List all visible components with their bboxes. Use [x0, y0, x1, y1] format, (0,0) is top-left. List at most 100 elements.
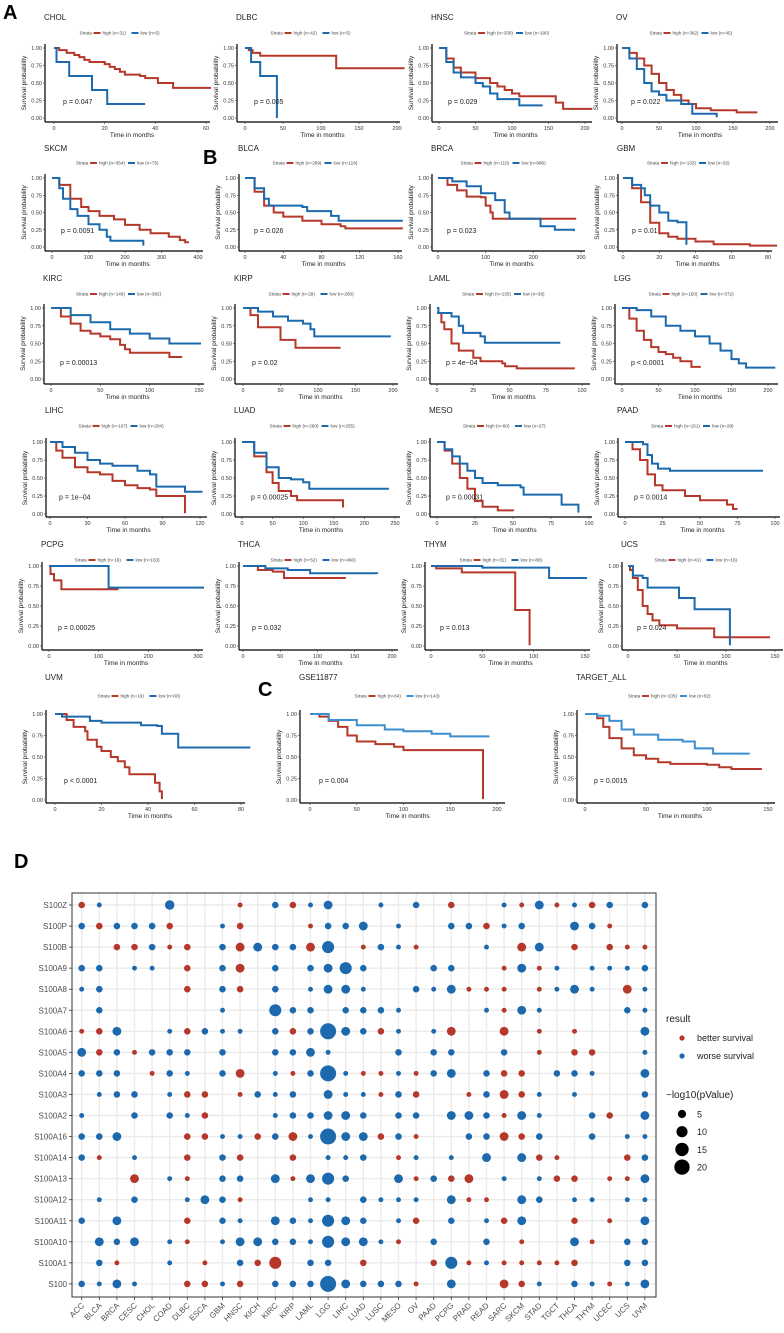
- dot-s100a3-kirc: [272, 1091, 278, 1097]
- dot-s100b-skcm: [517, 942, 527, 952]
- legend-title: Strata: [355, 694, 368, 699]
- legend-label-high: high (n=19): [121, 694, 145, 699]
- curve-high: [243, 307, 341, 349]
- legend-label-low: low (n=5): [332, 31, 351, 36]
- x-tick-label: 200: [144, 654, 153, 660]
- x-tick-label: 200: [392, 126, 401, 132]
- dot-s100a4-pcpg: [446, 1068, 456, 1078]
- legend-dot-worse: [679, 1053, 685, 1059]
- dot-s100a5-brca: [113, 1049, 121, 1056]
- dot-s100-pcpg: [446, 1279, 456, 1289]
- x-tick-label: 50: [270, 521, 276, 527]
- km-panel-thym: THYM Strata high (n=31) low (n=88) 0.00 0.25 0…: [401, 540, 590, 667]
- dot-s100a7-read: [484, 1007, 489, 1013]
- panel-label-d: D: [14, 851, 28, 873]
- y-tick-label: 1.00: [416, 440, 427, 446]
- dot-s100a6-coad: [167, 1028, 173, 1034]
- dot-s100a16-ucs: [624, 1134, 630, 1140]
- legend: Strata high (n=19) low (n=60): [98, 694, 181, 699]
- x-tick-label: 75: [548, 521, 554, 527]
- dot-s100a4-gbm: [219, 1070, 226, 1077]
- dot-s100a13-kirc: [270, 1174, 280, 1184]
- curve-low: [54, 47, 146, 105]
- curve-high: [437, 312, 575, 370]
- y-axis-title: Survival probability: [406, 450, 413, 505]
- dot-s100a12-thca: [572, 1197, 577, 1203]
- dot-s100a12-ov: [413, 1197, 419, 1203]
- dot-s100a2-sarc: [501, 1113, 507, 1118]
- dot-s100z-acc: [78, 901, 85, 909]
- dot-s100a7-meso: [396, 1007, 401, 1013]
- dot-s100a10-uvm: [641, 1238, 649, 1246]
- dot-s100-kirp: [289, 1280, 297, 1288]
- row-label-s100a8: S100A8: [39, 985, 68, 994]
- dot-s100a4-dlbc: [184, 1070, 190, 1076]
- legend-label-high: high (n=60): [486, 424, 510, 429]
- legend-label-low: low (n=16): [716, 558, 738, 563]
- x-tick-label: 50: [479, 654, 485, 660]
- curve-low: [585, 713, 750, 755]
- x-tick-label: 0: [435, 388, 438, 394]
- y-tick-label: 0.00: [608, 644, 619, 650]
- dot-s100a3-sarc: [499, 1090, 509, 1099]
- legend: Strata high (n=29) low (n=260): [269, 292, 355, 297]
- dot-s100p-hnsc: [236, 922, 244, 930]
- dot-s100a11-read: [484, 1218, 489, 1224]
- legend-label-high: high (n=19): [98, 558, 122, 563]
- dot-s100a6-luad: [360, 1028, 367, 1035]
- y-tick-label: 0.75: [416, 324, 427, 330]
- x-axis-title: Time in months: [105, 394, 150, 401]
- dot-s100b-stad: [534, 942, 544, 952]
- dot-s100-ucec: [607, 1281, 613, 1287]
- x-tick-label: 150: [350, 654, 359, 660]
- dot-s100a4-sarc: [500, 1070, 508, 1077]
- dot-s100a1-blca: [96, 1259, 103, 1267]
- y-axis-title: Survival probability: [18, 578, 25, 633]
- dot-s100b-luad: [360, 944, 366, 950]
- dot-s100a14-ucs: [624, 1154, 631, 1161]
- dot-s100a3-uvm: [641, 1091, 649, 1098]
- dot-s100a11-ucec: [607, 1218, 613, 1224]
- dot-s100a6-blca: [96, 1028, 103, 1035]
- y-tick-label: 0.75: [30, 324, 41, 330]
- panel-title: GSE11877: [299, 673, 338, 682]
- dot-s100a14-acc: [78, 1154, 85, 1161]
- km-panel-brca: BRCA Strata high (n=110) low (n=986) 0.00 0.2…: [408, 144, 586, 268]
- dot-s100a11-dlbc: [184, 1217, 191, 1225]
- dot-s100a3-kich: [254, 1091, 261, 1098]
- dot-s100a1-esca: [202, 1260, 208, 1266]
- dot-s100a10-lusc: [378, 1239, 384, 1245]
- curve-low: [622, 47, 718, 118]
- km-panel-hnsc: HNSC Strata high (n=330) low (n=190) 0.00 0.2…: [408, 13, 593, 139]
- dot-s100-thca: [571, 1280, 578, 1288]
- dot-s100a4-read: [483, 1070, 490, 1077]
- x-axis-title: Time in months: [675, 261, 720, 268]
- y-tick-label: 1.00: [225, 564, 236, 570]
- km-panel-laml: LAML Strata high (n=135) low (n=36) 0.00 0.25…: [406, 274, 590, 401]
- dot-s100a11-sarc: [500, 1217, 508, 1225]
- dot-s100z-uvm: [641, 901, 649, 909]
- legend-label-low: low (n=986): [522, 161, 547, 166]
- y-tick-label: 0.75: [28, 584, 39, 590]
- dot-s100a7-lusc: [377, 1006, 385, 1014]
- dot-s100a5-chol: [148, 1049, 156, 1056]
- curve-low: [623, 177, 688, 245]
- dot-s100a16-hnsc: [237, 1134, 243, 1140]
- y-tick-label: 0.75: [31, 193, 42, 199]
- x-axis-title: Time in months: [489, 261, 534, 268]
- dot-s100a16-kirp: [288, 1132, 298, 1141]
- dot-s100a10-thym: [589, 1239, 595, 1245]
- column-label-kirc: KIRC: [260, 1301, 280, 1321]
- legend-label-high: high (n=133): [670, 161, 696, 166]
- x-tick-label: 20: [656, 255, 662, 261]
- km-panel-uvm: UVM Strata high (n=19) low (n=60) 0.00 0.25 0.…: [22, 673, 251, 820]
- dot-s100a16-uvm: [642, 1134, 648, 1140]
- y-tick-label: 0.25: [286, 777, 297, 783]
- dot-s100a6-uvm: [640, 1026, 650, 1036]
- dot-s100a14-kirp: [289, 1154, 297, 1161]
- x-tick-label: 200: [765, 126, 774, 132]
- curve-high: [310, 713, 484, 800]
- dot-s100p-brca: [113, 922, 121, 930]
- legend-title: Strata: [464, 31, 477, 36]
- dot-s100z-skcm: [519, 902, 525, 908]
